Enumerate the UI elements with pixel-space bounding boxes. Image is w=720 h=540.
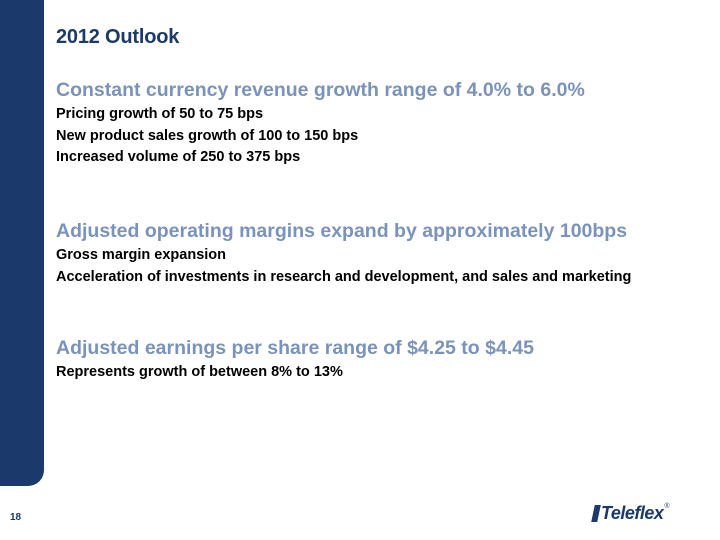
- page-number: 18: [10, 512, 22, 523]
- section-point: Gross margin expansion: [56, 247, 227, 263]
- section-heading: Constant currency revenue growth range o…: [56, 79, 585, 101]
- section-revenue-growth: Constant currency revenue growth range o…: [56, 78, 585, 169]
- company-logo: Teleflex ®: [591, 500, 670, 526]
- section-heading: Adjusted earnings per share range of $4.…: [56, 337, 534, 359]
- slide-title: 2012 Outlook: [56, 26, 180, 48]
- section-earnings-per-share: Adjusted earnings per share range of $4.…: [56, 336, 534, 384]
- section-point: New product sales growth of 100 to 150 b…: [56, 127, 359, 144]
- section-point: Acceleration of investments in research …: [56, 268, 632, 285]
- side-accent-band: [0, 0, 44, 486]
- section-point: Increased volume of 250 to 375 bps: [56, 149, 301, 165]
- section-operating-margins: Adjusted operating margins expand by app…: [56, 219, 631, 288]
- logo-bar-icon: [591, 504, 601, 522]
- section-point: Represents growth of between 8% to 13%: [56, 364, 343, 380]
- section-point: Pricing growth of 50 to 75 bps: [56, 106, 264, 122]
- section-heading: Adjusted operating margins expand by app…: [56, 220, 628, 242]
- logo-text: Teleflex: [601, 502, 664, 523]
- registered-mark: ®: [664, 503, 670, 510]
